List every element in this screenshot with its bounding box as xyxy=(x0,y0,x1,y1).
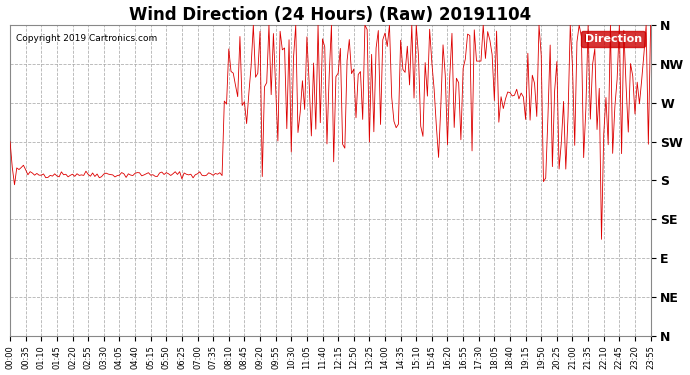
Text: Copyright 2019 Cartronics.com: Copyright 2019 Cartronics.com xyxy=(17,34,158,44)
Title: Wind Direction (24 Hours) (Raw) 20191104: Wind Direction (24 Hours) (Raw) 20191104 xyxy=(129,6,531,24)
Legend: Direction: Direction xyxy=(581,31,645,47)
